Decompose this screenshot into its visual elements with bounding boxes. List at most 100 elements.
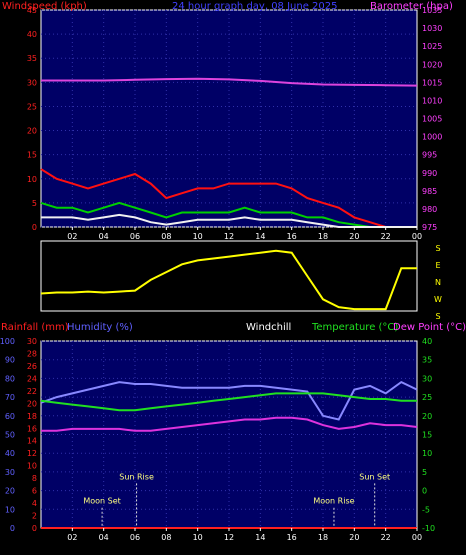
- temp-hour-tick-label-10: 10: [193, 533, 203, 542]
- rainfall-tick-4: 4: [32, 499, 37, 508]
- humidity-axis-label: Humidity (%): [67, 322, 133, 333]
- temp-hour-tick-label-12: 12: [224, 533, 234, 542]
- humidity-tick-70: 70: [5, 393, 15, 402]
- temperature-tick-35: 35: [422, 356, 432, 365]
- windspeed-tick-20: 20: [27, 127, 37, 136]
- temperature-tick-0: 0: [422, 487, 427, 496]
- barometer-tick-975: 975: [422, 223, 437, 232]
- wind-series-windspeed: [40, 201, 417, 228]
- rainfall-tick-28: 28: [27, 349, 37, 358]
- humidity-tick-50: 50: [5, 431, 15, 440]
- rainfall-tick-30: 30: [27, 337, 37, 346]
- barometer-tick-985: 985: [422, 187, 437, 196]
- windspeed-tick-25: 25: [27, 102, 37, 111]
- temp-series-humidity-: [40, 380, 418, 421]
- rainfall-tick-6: 6: [32, 487, 37, 496]
- direction-panel-series: [40, 249, 417, 311]
- sun-moon-annotations: Moon Set Sun Rise Moon Rise Sun Set: [83, 472, 390, 528]
- temperature-tick--5: -5: [422, 505, 430, 514]
- wind-hour-tick-label-12: 12: [224, 232, 234, 241]
- temperature-tick--10: -10: [422, 524, 435, 533]
- humidity-tick-80: 80: [5, 374, 15, 383]
- temp-hour-tick-label-00: 00: [412, 533, 422, 542]
- humidity-tick-0: 0: [10, 524, 15, 533]
- barometer-axis-ticks: 975 980 985 990 995 1000 1005 1010 1015 1020 1025 1…: [422, 6, 442, 232]
- wind-hour-tick-label-18: 18: [318, 232, 328, 241]
- wind-hour-tick-label-06: 06: [130, 232, 140, 241]
- humidity-tick-60: 60: [5, 412, 15, 421]
- temp-series-temperature-c-: [40, 392, 417, 412]
- temp-hour-tick-label-22: 22: [381, 533, 391, 542]
- temperature-panel-hour-ticks: 02 04 06 08 10 12 14 16 18 20 22 00: [67, 528, 422, 542]
- annotation-label-0: Moon Set: [83, 497, 120, 506]
- direction-series-line: [40, 249, 417, 311]
- temp-hour-tick-label-08: 08: [161, 533, 171, 542]
- humidity-tick-20: 20: [5, 487, 15, 496]
- temperature-tick-30: 30: [422, 374, 432, 383]
- windspeed-tick-10: 10: [27, 175, 37, 184]
- rainfall-tick-16: 16: [27, 424, 37, 433]
- temperature-tick-20: 20: [422, 412, 432, 421]
- wind-hour-tick-label-10: 10: [193, 232, 203, 241]
- temp-hour-tick-label-20: 20: [349, 533, 359, 542]
- wind-hour-tick-label-02: 02: [67, 232, 77, 241]
- rainfall-tick-2: 2: [32, 512, 37, 521]
- temperature-tick-40: 40: [422, 337, 432, 346]
- windspeed-tick-40: 40: [27, 30, 37, 39]
- annotation-label-1: Sun Rise: [119, 472, 154, 481]
- temp-hour-tick-label-14: 14: [255, 533, 265, 542]
- rainfall-tick-8: 8: [32, 474, 37, 483]
- humidity-tick-90: 90: [5, 356, 15, 365]
- temperature-axis-label: Temperature (°C): [311, 322, 398, 333]
- humidity-axis-ticks: 0 10 20 30 40 50 60 70 80 90 100: [0, 337, 15, 533]
- direction-panel-frame: [40, 240, 418, 312]
- annotation-label-2: Moon Rise: [313, 497, 354, 506]
- wind-hour-tick-label-14: 14: [255, 232, 265, 241]
- wind-hour-tick-label-20: 20: [349, 232, 359, 241]
- barometer-tick-1020: 1020: [422, 60, 442, 69]
- rainfall-tick-24: 24: [27, 374, 37, 383]
- wind-hour-tick-label-08: 08: [161, 232, 171, 241]
- barometer-tick-990: 990: [422, 169, 437, 178]
- temperature-tick-25: 25: [422, 393, 432, 402]
- graph-title: 24 hour graph day, 08 June 2025: [172, 1, 338, 12]
- wind-panel-series: [40, 77, 418, 228]
- windspeed-tick-35: 35: [27, 54, 37, 63]
- rainfall-tick-22: 22: [27, 387, 37, 396]
- wind-hour-tick-label-22: 22: [381, 232, 391, 241]
- temperature-tick-15: 15: [422, 431, 432, 440]
- rainfall-tick-0: 0: [32, 524, 37, 533]
- barometer-tick-1010: 1010: [422, 96, 442, 105]
- wind-hour-tick-label-00: 00: [412, 232, 422, 241]
- humidity-tick-30: 30: [5, 468, 15, 477]
- wind-series-gust: [40, 168, 417, 228]
- humidity-tick-40: 40: [5, 449, 15, 458]
- barometer-tick-980: 980: [422, 205, 437, 214]
- temperature-axis-ticks: -10 -5 0 5 10 15 20 25 30 35 40: [422, 337, 435, 533]
- humidity-tick-100: 100: [0, 337, 15, 346]
- temp-series-dew-point-c-: [41, 416, 418, 432]
- rainfall-axis-label: Rainfall (mm): [1, 322, 69, 333]
- temp-hour-tick-label-04: 04: [99, 533, 109, 542]
- compass-label-4: S: [435, 312, 440, 321]
- temperature-tick-5: 5: [422, 468, 427, 477]
- windchill-label: Windchill: [246, 322, 291, 333]
- wind-hour-tick-label-16: 16: [287, 232, 297, 241]
- compass-label-0: S: [435, 244, 440, 253]
- barometer-tick-1025: 1025: [422, 42, 442, 51]
- temp-hour-tick-label-18: 18: [318, 533, 328, 542]
- barometer-tick-1030: 1030: [422, 24, 442, 33]
- rainfall-tick-18: 18: [27, 412, 37, 421]
- humidity-tick-10: 10: [5, 505, 15, 514]
- windspeed-tick-15: 15: [27, 151, 37, 160]
- compass-label-1: E: [435, 261, 440, 270]
- wind-hour-tick-label-04: 04: [99, 232, 109, 241]
- dew-point-label: Dew Point (°C): [393, 322, 466, 333]
- rainfall-tick-20: 20: [27, 399, 37, 408]
- barometer-axis-label: Barometer (hpa): [370, 1, 453, 12]
- wind-panel-hour-ticks: 02 04 06 08 10 12 14 16 18 20 22 00: [67, 227, 422, 241]
